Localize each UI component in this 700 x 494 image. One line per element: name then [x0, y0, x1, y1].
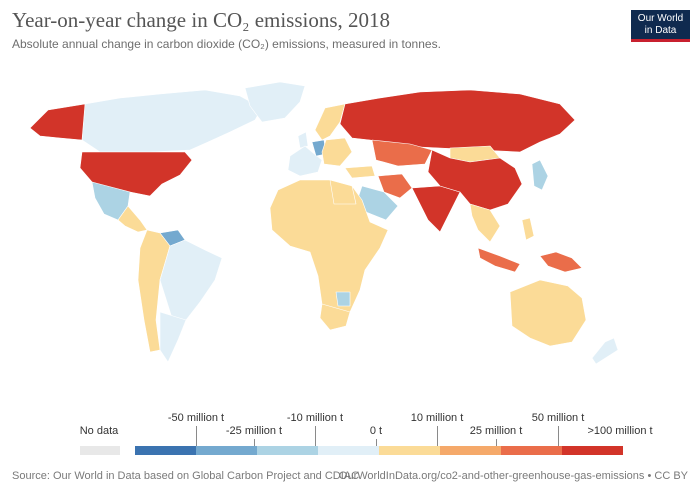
legend-tick: [437, 426, 438, 446]
region-southeast-asia[interactable]: [469, 203, 501, 243]
world-map: [29, 81, 619, 365]
region-uk[interactable]: [297, 131, 309, 149]
region-alaska[interactable]: [29, 103, 86, 141]
legend-swatch-6[interactable]: [501, 446, 562, 455]
legend-tick: [496, 439, 497, 446]
region-indonesia-west[interactable]: [477, 247, 521, 273]
region-egypt[interactable]: [329, 179, 357, 205]
region-brazil[interactable]: [159, 239, 223, 321]
legend-swatch-4[interactable]: [379, 446, 440, 455]
region-eastern-europe[interactable]: [321, 137, 353, 167]
legend-label-neg-10m: -10 million t: [286, 412, 344, 424]
legend-tick: [254, 439, 255, 446]
legend-no-data-label: No data: [79, 425, 119, 437]
region-scandinavia[interactable]: [314, 103, 346, 141]
legend-label-neg-25m: -25 million t: [225, 425, 283, 437]
logo-line-1: Our World: [637, 13, 684, 24]
region-kazakhstan[interactable]: [371, 139, 433, 167]
region-iran[interactable]: [377, 173, 413, 199]
chart-subtitle: Absolute annual change in carbon dioxide…: [12, 37, 441, 51]
region-china[interactable]: [427, 149, 523, 211]
region-india[interactable]: [411, 185, 461, 233]
legend-swatch-7[interactable]: [562, 446, 623, 455]
legend-swatch-2[interactable]: [257, 446, 318, 455]
logo-line-2: in Data: [644, 25, 677, 36]
region-south-africa[interactable]: [319, 303, 351, 331]
legend-label-pos-100m: >100 million t: [587, 425, 653, 437]
region-usa[interactable]: [79, 151, 193, 197]
legend-label-pos-50m: 50 million t: [531, 412, 585, 424]
legend-tick: [558, 426, 559, 446]
legend-tick: [315, 426, 316, 446]
legend-label-zero: 0 t: [369, 425, 383, 437]
region-indonesia-east[interactable]: [539, 251, 583, 273]
legend-label-neg-50m: -50 million t: [167, 412, 225, 424]
legend-swatch-3[interactable]: [318, 446, 379, 455]
legend-swatch-1[interactable]: [196, 446, 257, 455]
legend-tick: [196, 426, 197, 446]
region-philippines[interactable]: [521, 217, 535, 241]
legend-label-pos-25m: 25 million t: [469, 425, 523, 437]
legend: No data -50 million t -10 million t 10 m…: [0, 404, 700, 455]
region-australia[interactable]: [509, 279, 587, 347]
footer-url[interactable]: OurWorldInData.org/co2-and-other-greenho…: [338, 470, 688, 482]
region-turkey[interactable]: [344, 165, 376, 179]
region-greenland[interactable]: [244, 81, 306, 123]
footer-source: Source: Our World in Data based on Globa…: [12, 470, 360, 482]
region-new-zealand[interactable]: [591, 337, 619, 365]
chart-title: Year-on-year change in CO₂ emissions, 20…: [12, 8, 391, 32]
region-russia[interactable]: [339, 89, 576, 153]
legend-swatch-5[interactable]: [440, 446, 501, 455]
legend-tick: [376, 439, 377, 446]
region-argentina[interactable]: [159, 311, 187, 363]
region-botswana[interactable]: [335, 291, 351, 307]
region-canada[interactable]: [81, 89, 263, 153]
legend-no-data-swatch[interactable]: [80, 446, 120, 455]
owid-logo[interactable]: Our World in Data: [631, 10, 690, 42]
legend-swatch-0[interactable]: [135, 446, 196, 455]
region-japan[interactable]: [531, 159, 549, 191]
legend-label-pos-10m: 10 million t: [410, 412, 464, 424]
region-western-europe[interactable]: [287, 145, 323, 177]
